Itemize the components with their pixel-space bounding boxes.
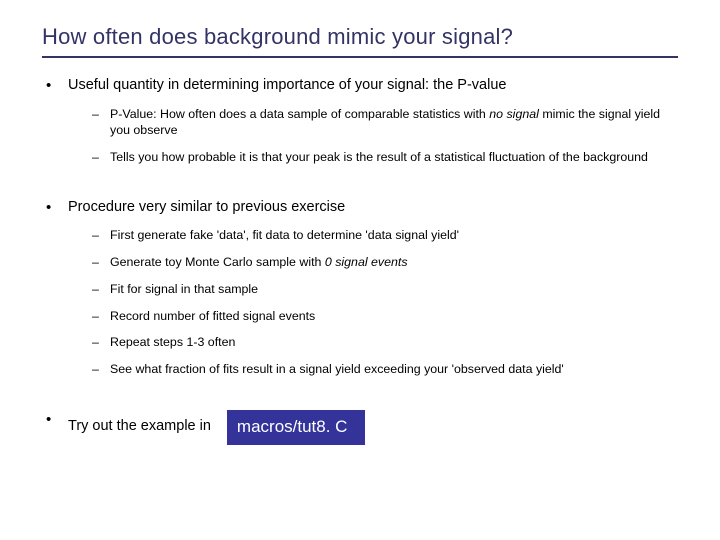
sub-item: Generate toy Monte Carlo sample with 0 s…	[92, 254, 678, 271]
sub-item: Repeat steps 1-3 often	[92, 334, 678, 351]
bullet-item: Procedure very similar to previous exerc…	[42, 198, 678, 378]
sub-item: Tells you how probable it is that your p…	[92, 149, 678, 166]
code-box: macros/tut8. C	[227, 410, 366, 445]
sub-prefix: Generate toy Monte Carlo sample with	[110, 255, 325, 269]
bullet-item: Useful quantity in determining importanc…	[42, 76, 678, 166]
bullet-text: Procedure very similar to previous exerc…	[68, 199, 345, 215]
sub-item: Record number of fitted signal events	[92, 308, 678, 325]
sub-prefix: First generate fake 'data', fit data to …	[110, 228, 459, 242]
spacer	[42, 392, 678, 410]
sub-prefix: Repeat steps 1-3 often	[110, 335, 235, 349]
sub-prefix: See what fraction of fits result in a si…	[110, 362, 564, 376]
sub-prefix: P-Value: How often does a data sample of…	[110, 107, 489, 121]
sub-prefix: Record number of fitted signal events	[110, 309, 315, 323]
bullet-item: Try out the example in macros/tut8. C	[42, 410, 678, 445]
sub-italic: 0 signal events	[325, 255, 408, 269]
bullet-text: Useful quantity in determining importanc…	[68, 77, 506, 93]
sub-item: P-Value: How often does a data sample of…	[92, 106, 678, 139]
sub-item: Fit for signal in that sample	[92, 281, 678, 298]
sub-item: See what fraction of fits result in a si…	[92, 361, 678, 378]
sub-list: P-Value: How often does a data sample of…	[68, 106, 678, 166]
slide-title: How often does background mimic your sig…	[42, 24, 678, 58]
sub-list: First generate fake 'data', fit data to …	[68, 227, 678, 377]
slide: How often does background mimic your sig…	[0, 0, 720, 540]
sub-prefix: Fit for signal in that sample	[110, 282, 258, 296]
sub-italic: no signal	[489, 107, 539, 121]
bullet-list: Useful quantity in determining importanc…	[42, 76, 678, 445]
spacer	[42, 180, 678, 198]
bullet-text: Try out the example in	[68, 417, 211, 437]
sub-prefix: Tells you how probable it is that your p…	[110, 150, 648, 164]
tryout-row: Try out the example in macros/tut8. C	[68, 410, 678, 445]
sub-item: First generate fake 'data', fit data to …	[92, 227, 678, 244]
